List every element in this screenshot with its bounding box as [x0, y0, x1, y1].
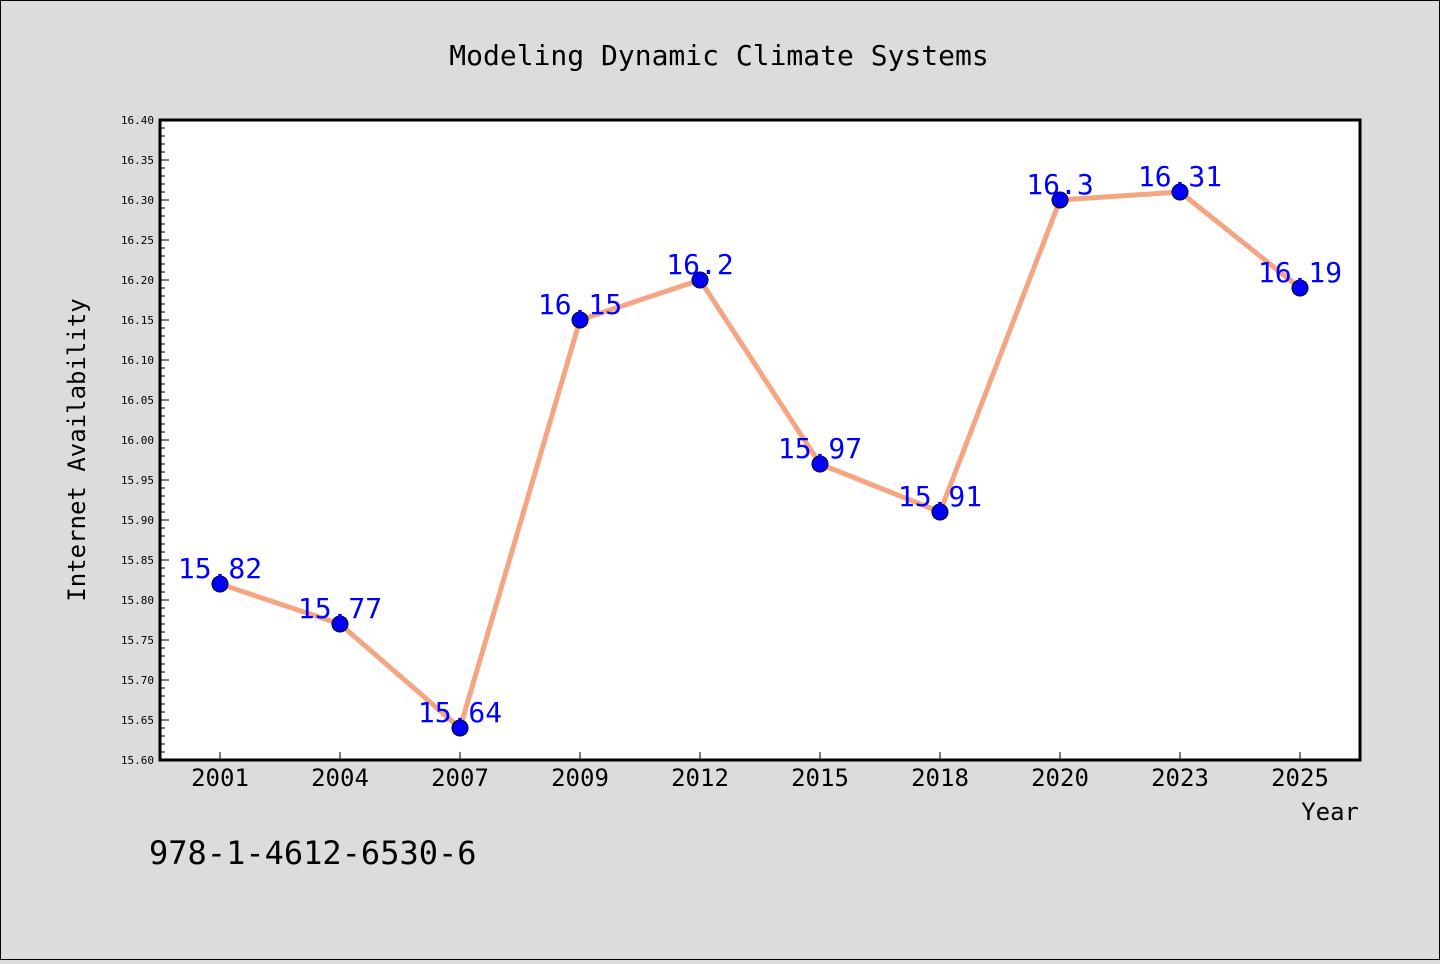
data-label: 15.82 [178, 552, 262, 585]
data-label: 15.91 [898, 480, 982, 513]
y-tick-label: 16.40 [121, 114, 154, 127]
x-tick-label: 2012 [671, 764, 729, 792]
x-tick-label: 2023 [1151, 764, 1209, 792]
chart-title: Modeling Dynamic Climate Systems [449, 39, 988, 72]
x-tick-label: 2007 [431, 764, 489, 792]
data-point [691, 271, 709, 289]
y-tick-label: 16.20 [121, 274, 154, 287]
data-label: 16.19 [1258, 256, 1342, 289]
data-label: 16.3 [1026, 168, 1093, 201]
data-label: 15.97 [778, 432, 862, 465]
data-label: 15.64 [418, 696, 502, 729]
y-tick-label: 16.25 [121, 234, 154, 247]
y-tick-label: 15.95 [121, 474, 154, 487]
y-tick-label: 15.70 [121, 674, 154, 687]
data-point [1051, 191, 1069, 209]
data-label: 15.77 [298, 592, 382, 625]
data-label: 16.2 [666, 248, 733, 281]
data-point [1291, 279, 1309, 297]
x-tick-label: 2009 [551, 764, 609, 792]
x-tick-label: 2020 [1031, 764, 1089, 792]
x-tick-label: 2018 [911, 764, 969, 792]
data-label: 16.15 [538, 288, 622, 321]
y-tick-label: 16.35 [121, 154, 154, 167]
x-axis-label: Year [1301, 798, 1359, 826]
data-point [451, 719, 469, 737]
y-tick-label: 15.60 [121, 754, 154, 767]
data-point [931, 503, 949, 521]
y-tick-label: 15.65 [121, 714, 154, 727]
y-tick-label: 16.05 [121, 394, 154, 407]
data-point [211, 575, 229, 593]
data-point [811, 455, 829, 473]
x-tick-label: 2025 [1271, 764, 1329, 792]
y-tick-label: 15.90 [121, 514, 154, 527]
data-point [1171, 183, 1189, 201]
y-tick-label: 16.30 [121, 194, 154, 207]
y-axis: 15.60 15.65 15.70 15.75 15.80 15.85 15.90 15.95… [121, 114, 169, 767]
data-point [331, 615, 349, 633]
y-tick-label: 16.10 [121, 354, 154, 367]
y-tick-label: 15.80 [121, 594, 154, 607]
y-tick-label: 16.15 [121, 314, 154, 327]
y-axis-label: Internet Availability [63, 298, 91, 601]
x-axis: 2001 2004 2007 2009 2012 2015 2018 2020 2023 2025 [191, 752, 1329, 792]
series-line [219, 189, 1302, 731]
data-label: 16.31 [1138, 160, 1222, 193]
y-tick-label: 16.00 [121, 434, 154, 447]
data-point [571, 311, 589, 329]
footer-isbn: 978-1-4612-6530-6 [149, 834, 477, 872]
x-tick-label: 2001 [191, 764, 249, 792]
y-tick-label: 15.85 [121, 554, 154, 567]
x-tick-label: 2015 [791, 764, 849, 792]
series-group: 15.82 15.77 15.64 16.15 16.2 15.97 15.91 16.3 16… [178, 160, 1342, 737]
y-tick-label: 15.75 [121, 634, 154, 647]
x-tick-label: 2004 [311, 764, 369, 792]
plot-area [158, 118, 1362, 762]
